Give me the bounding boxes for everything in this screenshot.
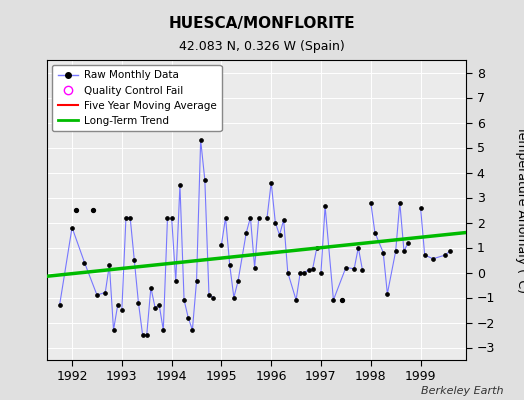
Y-axis label: Temperature Anomaly (°C): Temperature Anomaly (°C) bbox=[515, 126, 524, 294]
Text: Berkeley Earth: Berkeley Earth bbox=[421, 386, 503, 396]
Text: 42.083 N, 0.326 W (Spain): 42.083 N, 0.326 W (Spain) bbox=[179, 40, 345, 53]
Legend: Raw Monthly Data, Quality Control Fail, Five Year Moving Average, Long-Term Tren: Raw Monthly Data, Quality Control Fail, … bbox=[52, 65, 222, 131]
Text: HUESCA/MONFLORITE: HUESCA/MONFLORITE bbox=[169, 16, 355, 31]
